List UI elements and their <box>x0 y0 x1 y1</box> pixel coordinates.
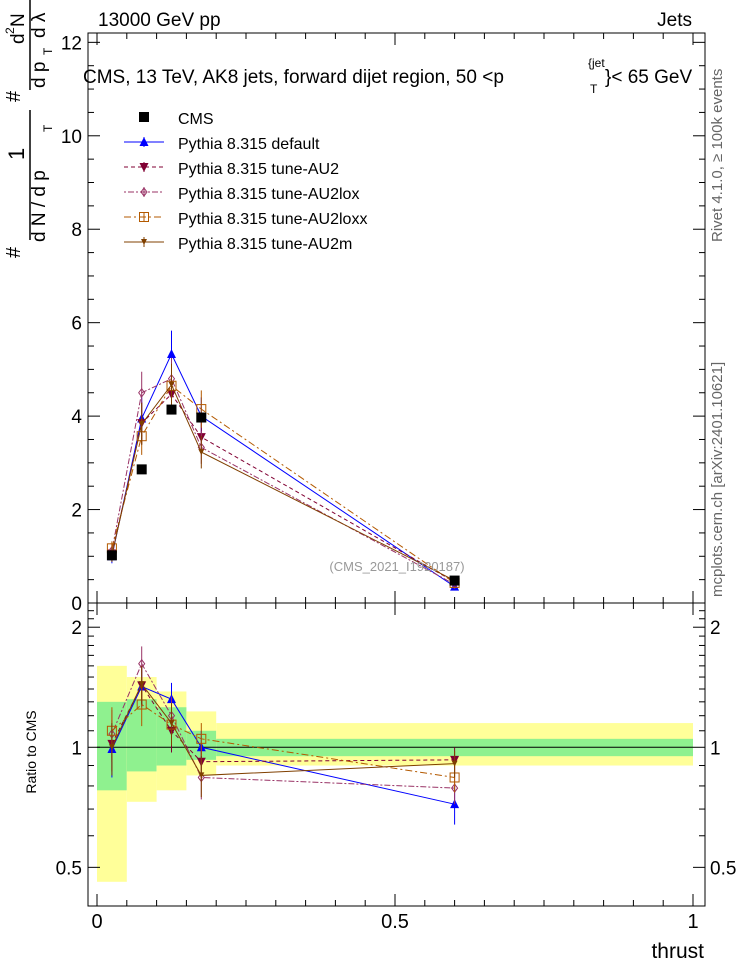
legend-marker-au2loxx <box>139 212 149 222</box>
main-axis-ticks: 0 2 4 6 8 10 12 <box>61 33 705 615</box>
legend-label-au2lox: Pythia 8.315 tune-AU2lox <box>178 186 359 203</box>
point-cms <box>449 575 460 586</box>
ratio-y-tick-label-right: 1 <box>710 738 721 759</box>
legend-label-default: Pythia 8.315 default <box>178 136 320 153</box>
ratio-y-tick-label-right: 0.5 <box>710 858 736 879</box>
point-cms <box>106 550 117 561</box>
ylabel-sup-2: 2 <box>3 27 17 34</box>
y-tick-label: 12 <box>61 33 82 54</box>
y-tick-label: 4 <box>71 407 82 428</box>
ylabel-one: 1 <box>4 148 29 160</box>
ylabel-dn-dpt: d N / d p <box>29 170 50 242</box>
series-line-au2loxx <box>111 385 455 584</box>
y-tick-label: 6 <box>71 314 82 335</box>
point-au2lox <box>138 387 146 398</box>
ratio-y-tick-label-right: 2 <box>710 618 721 639</box>
series-line-au2m <box>111 383 455 582</box>
point-cms <box>196 412 207 423</box>
series-line-au2 <box>111 393 455 583</box>
chart-title-tail: }< 65 GeV <box>605 67 692 88</box>
header-left: 13000 GeV pp <box>98 10 221 31</box>
mcplots-label: mcplots.cern.ch [arXiv:2401.10621] <box>709 362 726 597</box>
legend-marker-default <box>139 137 149 146</box>
x-tick-label: 1 <box>687 911 698 933</box>
main-series-layer <box>106 330 460 591</box>
point-cms <box>166 404 177 415</box>
ylabel-sub-t2: T <box>41 47 55 55</box>
ylabel-sub-t1: T <box>41 124 55 132</box>
ratio-point-au2m <box>198 772 205 779</box>
ylabel-dlambda: d λ <box>29 12 50 38</box>
y-tick-label: 8 <box>71 220 82 241</box>
ratio-point-au2m <box>168 720 175 727</box>
legend-marker-au2lox <box>140 187 148 197</box>
x-axis-label: thrust <box>651 940 704 963</box>
chart-title-sup: {jet <box>588 56 605 70</box>
header-right: Jets <box>657 10 692 31</box>
y-axis-label-main: # 1 d N / d p T # d p T d 2 N d λ <box>3 0 55 258</box>
ylabel-n: N <box>8 13 29 27</box>
series-line-default <box>111 352 455 588</box>
chart-title-main: CMS, 13 TeV, AK8 jets, forward dijet reg… <box>83 67 504 88</box>
x-tick-label: 0.5 <box>381 911 409 933</box>
legend-marker-au2m <box>141 239 147 245</box>
y-axis-label-ratio: Ratio to CMS <box>23 710 39 793</box>
legend-label-cms: CMS <box>178 111 214 128</box>
legend: CMS Pythia 8.315 default Pythia 8.315 tune… <box>124 111 367 253</box>
legend-marker-cms <box>139 112 149 122</box>
legend-label-au2: Pythia 8.315 tune-AU2 <box>178 161 339 178</box>
ratio-point-au2m <box>451 760 458 767</box>
analysis-watermark: (CMS_2021_I1920187) <box>329 559 464 574</box>
x-tick-label: 0 <box>91 911 102 933</box>
ylabel-hash-2: # <box>3 90 25 102</box>
point-default <box>167 348 176 358</box>
ylabel-dpt: d p <box>29 62 50 88</box>
ratio-y-tick-label: 0.5 <box>56 858 82 879</box>
ratio-axis-ticks: 0.5 0.5 1 1 2 2 0 0.5 1 <box>56 603 736 933</box>
point-au2m <box>168 381 175 388</box>
point-au2m <box>198 449 205 456</box>
ratio-point-au2loxx <box>196 733 207 744</box>
rivet-label: Rivet 4.1.0, ≥ 100k events <box>709 69 726 242</box>
legend-marker-au2 <box>139 163 149 172</box>
ylabel-d: d <box>8 33 29 44</box>
chart-title-sub: T <box>590 82 598 96</box>
ratio-series-layer <box>106 646 460 825</box>
point-au2m <box>138 421 145 428</box>
ratio-panel-frame <box>87 602 706 907</box>
point-cms <box>136 464 147 475</box>
legend-label-au2m: Pythia 8.315 tune-AU2m <box>178 236 352 253</box>
y-tick-label: 0 <box>71 594 82 615</box>
y-tick-label: 10 <box>61 127 82 148</box>
series-line-au2lox <box>111 378 455 585</box>
ratio-point-au2m <box>138 681 145 688</box>
legend-label-au2loxx: Pythia 8.315 tune-AU2loxx <box>178 211 367 228</box>
ratio-y-tick-label: 1 <box>71 738 82 759</box>
ratio-y-tick-label: 2 <box>71 618 82 639</box>
ratio-bands <box>97 665 693 882</box>
ylabel-hash-1: # <box>3 246 25 258</box>
y-tick-label: 2 <box>71 501 82 522</box>
ratio-point-au2m <box>108 744 115 751</box>
